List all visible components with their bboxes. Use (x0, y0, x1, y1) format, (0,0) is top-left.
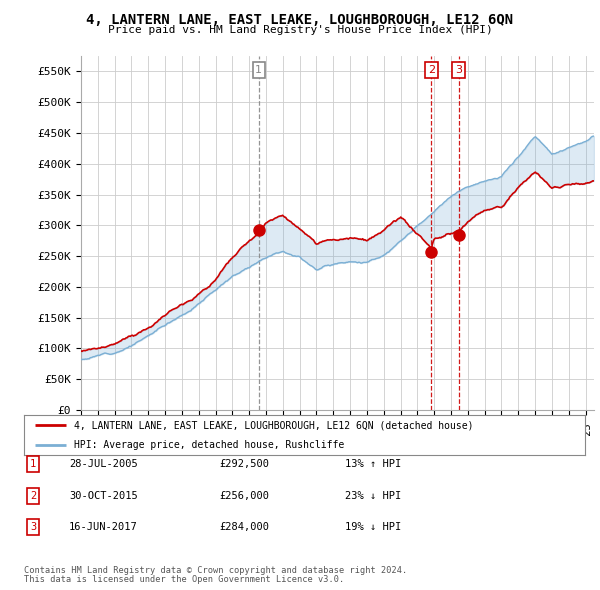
Text: £284,000: £284,000 (219, 522, 269, 532)
Text: 2: 2 (428, 65, 435, 75)
Text: 3: 3 (455, 65, 462, 75)
Text: 4, LANTERN LANE, EAST LEAKE, LOUGHBOROUGH, LE12 6QN (detached house): 4, LANTERN LANE, EAST LEAKE, LOUGHBOROUG… (74, 421, 474, 430)
Text: 4, LANTERN LANE, EAST LEAKE, LOUGHBOROUGH, LE12 6QN: 4, LANTERN LANE, EAST LEAKE, LOUGHBOROUG… (86, 13, 514, 27)
Text: 1: 1 (255, 65, 262, 75)
Text: 16-JUN-2017: 16-JUN-2017 (69, 522, 138, 532)
Text: 30-OCT-2015: 30-OCT-2015 (69, 491, 138, 500)
Text: 13% ↑ HPI: 13% ↑ HPI (345, 460, 401, 469)
Text: Price paid vs. HM Land Registry's House Price Index (HPI): Price paid vs. HM Land Registry's House … (107, 25, 493, 35)
Text: 23% ↓ HPI: 23% ↓ HPI (345, 491, 401, 500)
Text: Contains HM Land Registry data © Crown copyright and database right 2024.: Contains HM Land Registry data © Crown c… (24, 566, 407, 575)
Text: HPI: Average price, detached house, Rushcliffe: HPI: Average price, detached house, Rush… (74, 441, 345, 450)
Text: 28-JUL-2005: 28-JUL-2005 (69, 460, 138, 469)
Text: 2: 2 (30, 491, 36, 500)
Text: 19% ↓ HPI: 19% ↓ HPI (345, 522, 401, 532)
Text: This data is licensed under the Open Government Licence v3.0.: This data is licensed under the Open Gov… (24, 575, 344, 584)
Text: 3: 3 (30, 522, 36, 532)
Text: £256,000: £256,000 (219, 491, 269, 500)
Text: £292,500: £292,500 (219, 460, 269, 469)
Text: 1: 1 (30, 460, 36, 469)
